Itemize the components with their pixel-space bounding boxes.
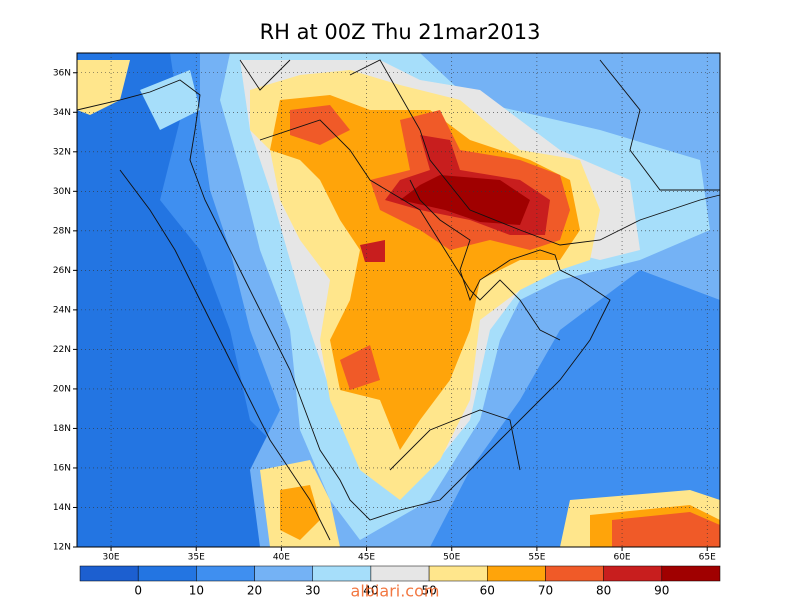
rh-region	[340, 345, 380, 390]
colorbar: 0 10 20 30 40 50 60 70 80 90	[79, 565, 721, 598]
rh-region	[77, 60, 130, 115]
colorbar-label: 20	[247, 584, 262, 598]
colorbar-label: 10	[189, 584, 204, 598]
colorbar-box	[603, 565, 663, 582]
colorbar-box	[545, 565, 604, 582]
y-tick-label: 30N	[53, 187, 71, 197]
rh-region	[360, 240, 385, 262]
coastline	[119, 169, 331, 541]
colorbar-label: 70	[538, 584, 553, 598]
y-tick-label: 14N	[53, 503, 71, 513]
coastline	[349, 59, 721, 246]
coastline	[239, 59, 720, 191]
colorbar-box	[487, 565, 546, 582]
colorbar-box	[661, 565, 721, 582]
colorbar-label: 0	[134, 584, 142, 598]
rh-region	[400, 175, 530, 225]
x-tick-label: 50E	[443, 553, 460, 563]
x-tick-label: 45E	[358, 553, 375, 563]
coastlines	[76, 59, 721, 541]
x-tick-label: 65E	[699, 553, 716, 563]
y-tick-label: 28N	[53, 226, 71, 236]
rh-region	[612, 512, 720, 547]
y-tick-label: 18N	[53, 424, 71, 434]
y-tick-label: 12N	[53, 543, 71, 553]
y-tick-label: 26N	[53, 266, 71, 276]
rh-field	[77, 53, 720, 547]
rh-region	[140, 70, 200, 130]
x-tick-label: 30E	[102, 553, 119, 563]
colorbar-box	[312, 565, 372, 582]
colorbar-label: 60	[480, 584, 495, 598]
x-tick-label: 35E	[188, 553, 205, 563]
coastline	[76, 79, 611, 521]
colorbar-box	[79, 565, 139, 582]
y-tick-label: 36N	[53, 68, 71, 78]
coastline	[259, 119, 561, 341]
watermark: albiari.com	[351, 582, 440, 600]
x-tick-label: 60E	[613, 553, 630, 563]
coastline	[389, 409, 521, 471]
map-frame	[76, 52, 721, 548]
y-tick-label: 34N	[53, 108, 71, 118]
x-tick-label: 40E	[273, 553, 290, 563]
x-tick-label: 55E	[528, 553, 545, 563]
axes: 30E 35E 40E 45E 50E 55E 60E 65E 12N 14N 16N 18N 20N 2…	[53, 68, 716, 562]
colorbar-label: 80	[596, 584, 611, 598]
y-tick-label: 24N	[53, 305, 71, 315]
colorbar-box	[428, 565, 488, 582]
y-tick-label: 16N	[53, 463, 71, 473]
colorbar-box	[196, 565, 255, 582]
colorbar-box	[370, 565, 430, 582]
colorbar-box	[254, 565, 313, 582]
colorbar-box	[137, 565, 197, 582]
colorbar-label: 50	[421, 584, 436, 598]
y-tick-label: 32N	[53, 147, 71, 157]
colorbar-label: 90	[654, 584, 669, 598]
colorbar-label: 40	[363, 584, 378, 598]
rh-region	[280, 485, 320, 540]
y-tick-label: 20N	[53, 384, 71, 394]
y-tick-label: 22N	[53, 345, 71, 355]
colorbar-label: 30	[305, 584, 320, 598]
map-title: RH at 00Z Thu 21mar2013	[260, 20, 541, 44]
